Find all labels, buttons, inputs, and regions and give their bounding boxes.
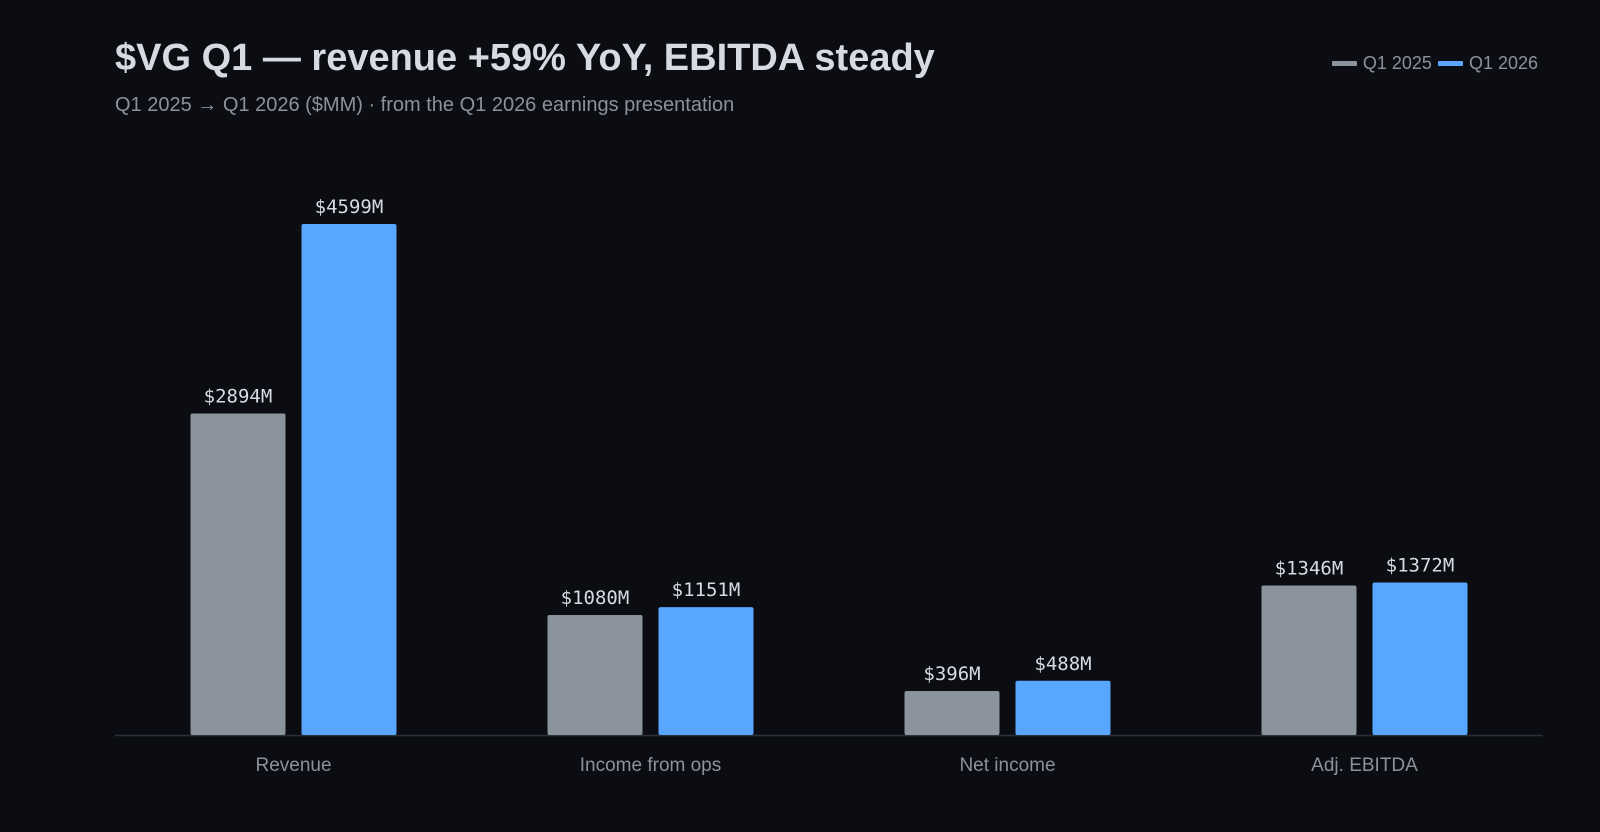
value-label-net-income-q1-2025: $396M <box>923 663 980 685</box>
legend-swatch-q1-2026 <box>1437 61 1463 66</box>
legend: Q1 2025 Q1 2026 <box>1331 53 1538 74</box>
value-label-revenue-q1-2025: $2894M <box>204 385 273 407</box>
value-label-revenue-q1-2026: $4599M <box>315 196 384 218</box>
bar-revenue-q1-2026 <box>301 224 397 735</box>
chart-subtitle: Q1 2025 → Q1 2026 ($MM) · from the Q1 20… <box>115 94 735 116</box>
bar-revenue-q1-2025 <box>190 413 286 735</box>
value-label-adj-ebitda-q1-2025: $1346M <box>1275 557 1344 579</box>
bar-adj-ebitda-q1-2025 <box>1261 585 1357 735</box>
value-label-adj-ebitda-q1-2026: $1372M <box>1386 555 1455 577</box>
bar-net-income-q1-2025 <box>904 691 1000 735</box>
category-label-income-from-ops: Income from ops <box>580 755 722 776</box>
legend-item-q1-2026: Q1 2026 <box>1437 53 1538 74</box>
bar-income-from-ops-q1-2026 <box>658 607 754 735</box>
category-label-net-income: Net income <box>959 755 1055 776</box>
value-label-net-income-q1-2026: $488M <box>1034 653 1091 675</box>
category-label-revenue: Revenue <box>255 755 331 776</box>
bar-income-from-ops-q1-2025 <box>547 615 643 735</box>
bar-net-income-q1-2026 <box>1015 680 1111 735</box>
legend-label-q1-2026: Q1 2026 <box>1468 53 1538 73</box>
value-label-income-from-ops-q1-2025: $1080M <box>561 587 630 609</box>
chart-title: $VG Q1 — revenue +59% YoY, EBITDA steady <box>115 37 935 79</box>
legend-item-q1-2025: Q1 2025 <box>1331 53 1432 74</box>
legend-swatch-q1-2025 <box>1331 61 1357 66</box>
category-label-adj-ebitda: Adj. EBITDA <box>1311 755 1418 776</box>
value-label-income-from-ops-q1-2026: $1151M <box>672 579 741 601</box>
bar-adj-ebitda-q1-2026 <box>1372 582 1468 735</box>
legend-label-q1-2025: Q1 2025 <box>1362 53 1432 73</box>
